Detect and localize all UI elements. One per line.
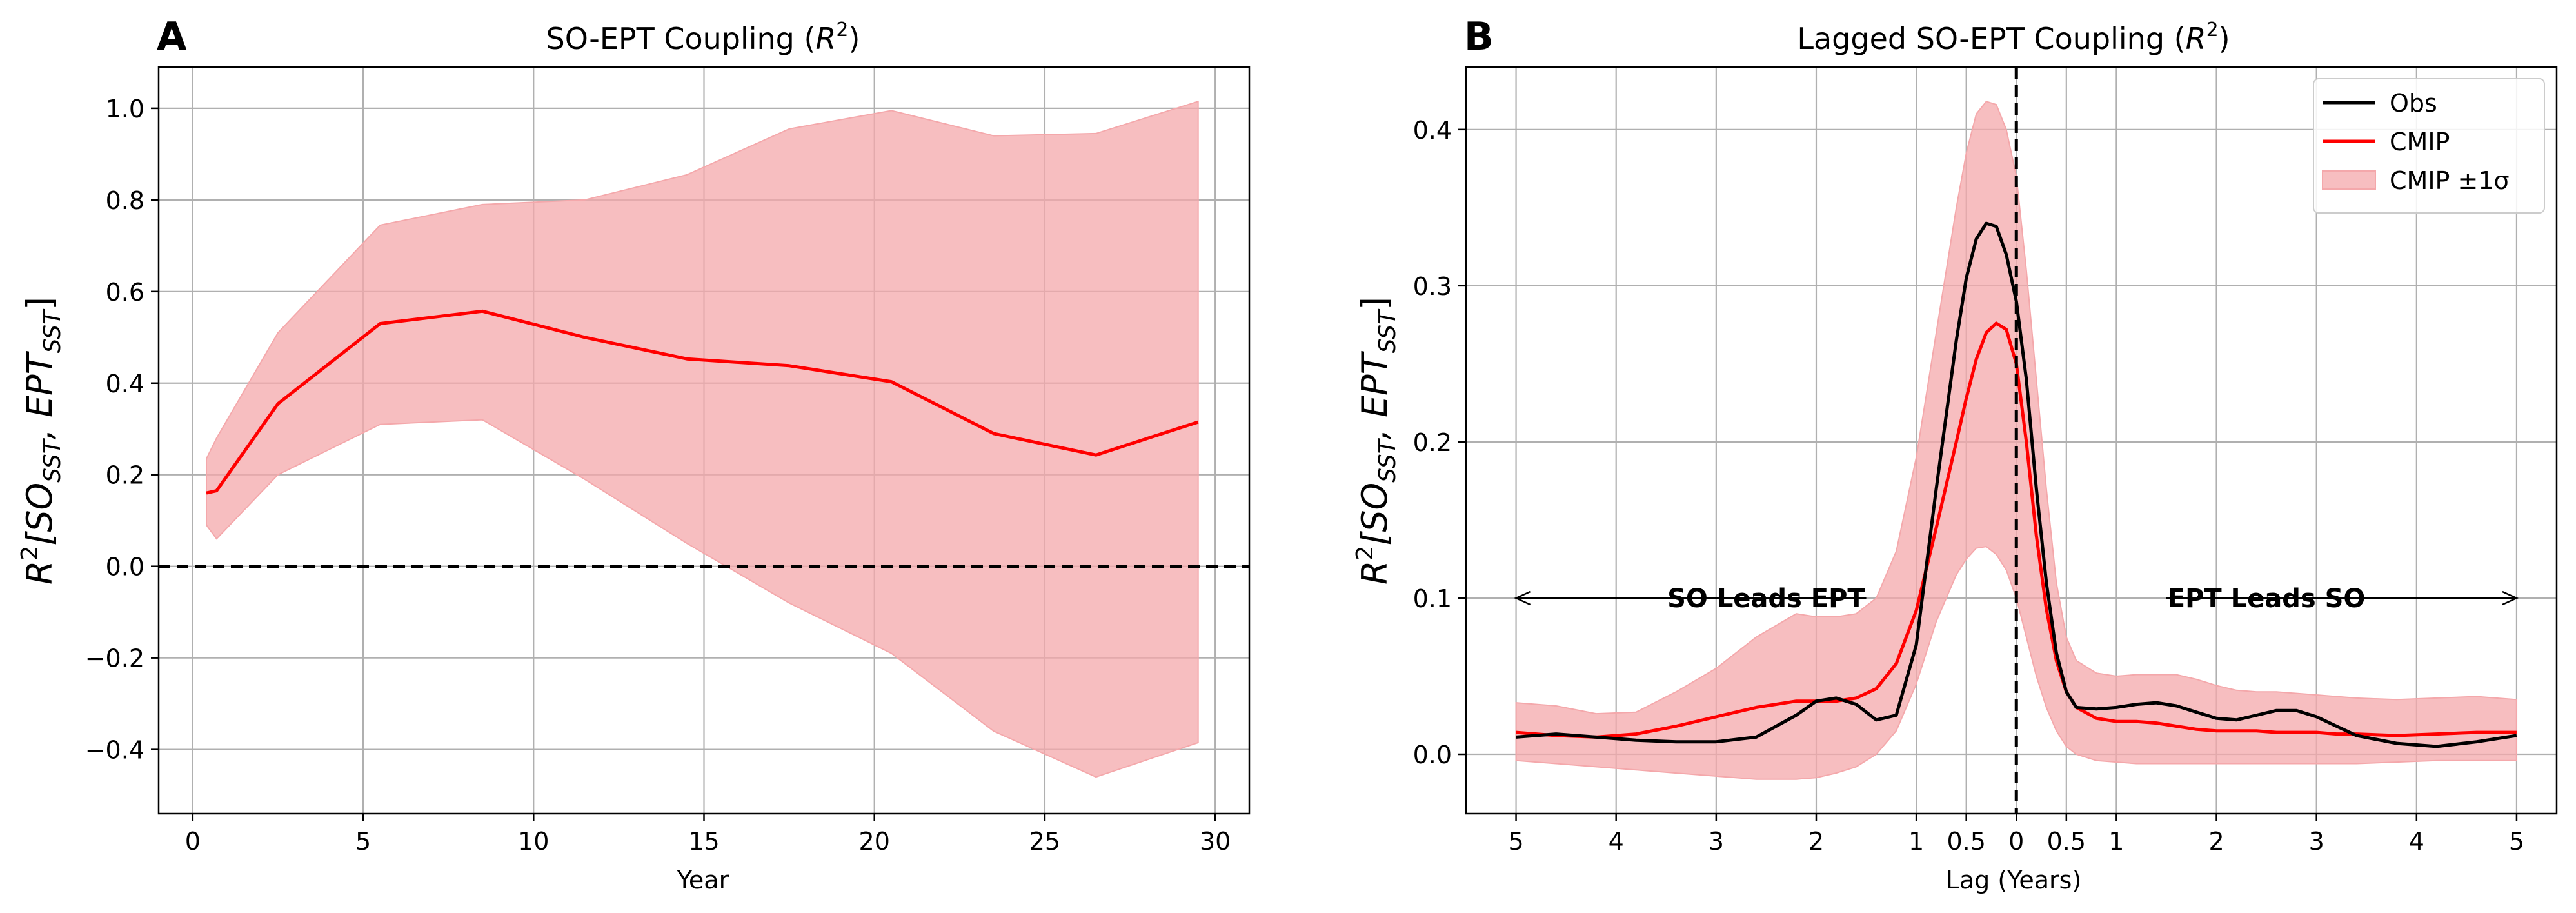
panel-b-x-tick-label: 5 bbox=[2509, 827, 2524, 856]
panel-a-std-band bbox=[206, 100, 1199, 778]
panel-b-annotation-label: SO Leads EPT bbox=[1667, 584, 1865, 614]
panel-b-x-tick-label: 2 bbox=[2208, 827, 2224, 856]
panel-b-x-tick-label: 4 bbox=[2409, 827, 2424, 856]
panel-b-x-tick-label: 3 bbox=[2309, 827, 2324, 856]
panel-b-y-tick-label: 0.0 bbox=[1413, 741, 1452, 769]
panel-a-y-tick-label: −0.2 bbox=[85, 645, 144, 673]
panel-b-x-tick-label: 0.5 bbox=[2047, 827, 2086, 856]
panel-b-y-tick-label: 0.3 bbox=[1413, 272, 1452, 301]
panel-b-y-tick-label: 0.2 bbox=[1413, 428, 1452, 457]
panel-a-y-tick-label: −0.4 bbox=[85, 736, 144, 765]
panel-a-y-axis-label: R2[SOSST, EPTSST] bbox=[17, 297, 66, 585]
panel-a-mean-line bbox=[206, 309, 1199, 495]
panel-b-legend-swatch bbox=[2322, 170, 2376, 190]
panel-b-x-tick-label: 0.5 bbox=[1947, 827, 1985, 856]
panel-a-x-tick-label: 25 bbox=[1029, 827, 1060, 856]
panel-b-y-axis-label: R2[SOSST, EPTSST] bbox=[1352, 297, 1401, 585]
panel-a-x-axis-label: Year bbox=[677, 866, 729, 894]
panel-b-legend-label: CMIP ±1σ bbox=[2390, 166, 2510, 195]
panel-a-y-tick-label: 0.6 bbox=[106, 278, 144, 306]
panel-a-y-tick-label: 1.0 bbox=[106, 95, 144, 123]
panel-a-y-tick-label: 0.4 bbox=[106, 370, 144, 398]
panel-b-x-tick-label: 1 bbox=[1908, 827, 1924, 856]
panel-b-legend-label: CMIP bbox=[2390, 128, 2450, 156]
panel-a-y-tick-label: 0.2 bbox=[106, 461, 144, 490]
panel-b-x-tick-label: 3 bbox=[1709, 827, 1724, 856]
panel-b-x-tick-label: 1 bbox=[2108, 827, 2124, 856]
panel-b-annotation-arrow-head bbox=[2502, 590, 2519, 606]
panel-b: B Lagged SO-EPT Coupling (R2) SO Leads E… bbox=[1352, 14, 2558, 894]
panel-b-std-band bbox=[1515, 101, 2517, 780]
panel-b-annotation-arrow-head bbox=[1514, 590, 1531, 606]
panel-a-y-tick-label: 0.8 bbox=[106, 186, 144, 215]
panel-b-annotation-label: EPT Leads SO bbox=[2168, 584, 2366, 614]
panel-b-x-tick-label: 0 bbox=[2008, 827, 2024, 856]
panel-b-legend-label: Obs bbox=[2390, 89, 2437, 117]
panel-b-plot-area: SO Leads EPT EPT Leads SO 5 4 3 2 1 0.5 0 0.5 1 2 3 4… bbox=[1413, 66, 2558, 856]
panel-b-axes-frame bbox=[1465, 66, 2558, 815]
panel-a-title: SO-EPT Coupling (R2) bbox=[546, 19, 860, 56]
panel-b-letter: B bbox=[1464, 14, 1494, 59]
panel-b-title: Lagged SO-EPT Coupling (R2) bbox=[1797, 19, 2230, 56]
panel-b-x-tick-label: 5 bbox=[1508, 827, 1523, 856]
panel-a-x-tick-label: 10 bbox=[518, 827, 549, 856]
panel-b-x-tick-label: 4 bbox=[1609, 827, 1624, 856]
panel-b-line-cmip bbox=[1516, 321, 2517, 739]
panel-b-x-axis-label: Lag (Years) bbox=[1946, 866, 2082, 894]
panel-b-line-obs bbox=[1516, 221, 2517, 748]
panel-a-x-tick-label: 5 bbox=[355, 827, 371, 856]
panel-a-x-tick-label: 15 bbox=[688, 827, 719, 856]
panel-b-x-tick-label: 2 bbox=[1808, 827, 1824, 856]
panel-a: A SO-EPT Coupling (R2) 0 5 10 15 20 25 30 −0.4 −… bbox=[17, 14, 1251, 894]
panel-a-letter: A bbox=[157, 14, 187, 59]
panel-a-x-tick-label: 20 bbox=[859, 827, 890, 856]
panel-a-x-tick-label: 30 bbox=[1200, 827, 1231, 856]
panel-a-y-tick-label: 0.0 bbox=[106, 553, 144, 581]
panel-b-y-tick-label: 0.4 bbox=[1413, 116, 1452, 145]
panel-a-plot-area: 0 5 10 15 20 25 30 −0.4 −0.2 0.0 0.2 0.4 0.6 0.8 1.0 bbox=[85, 66, 1251, 856]
panel-a-x-tick-label: 0 bbox=[185, 827, 201, 856]
panel-b-y-tick-label: 0.1 bbox=[1413, 585, 1452, 613]
